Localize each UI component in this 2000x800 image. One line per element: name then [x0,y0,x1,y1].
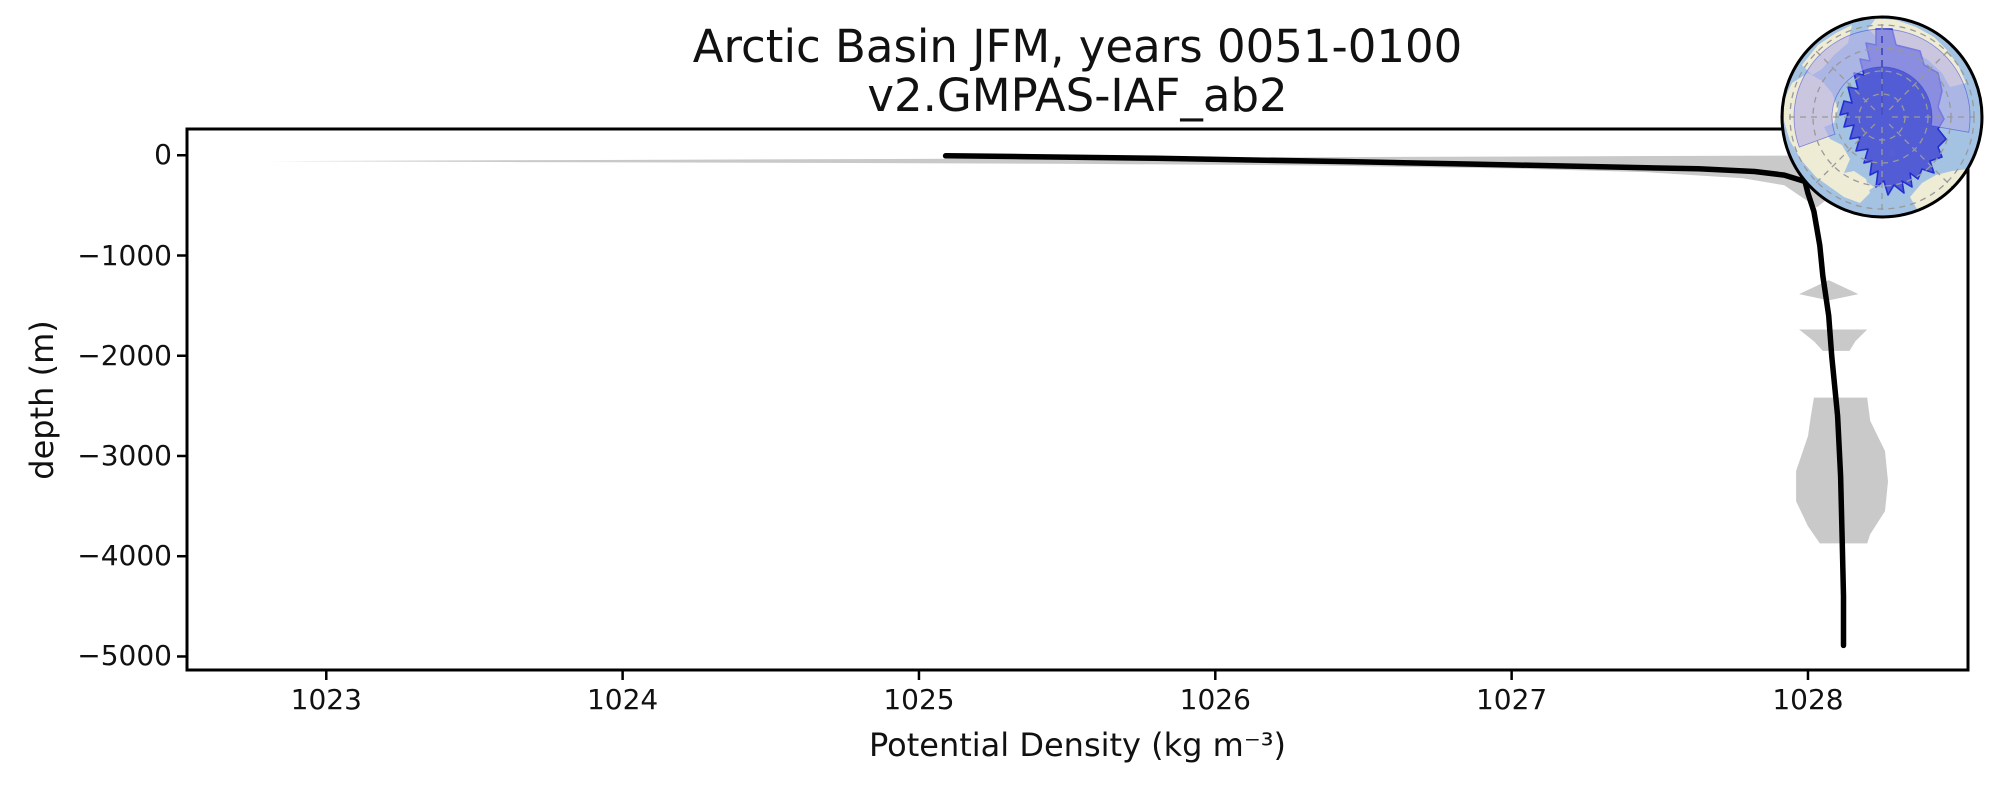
map-graticule-meridian [1888,123,1953,188]
plot-frame [185,127,1970,672]
y-tick-label: −2000 [77,338,172,372]
y-tick-label: −4000 [77,539,172,573]
map-inset [1780,15,1984,219]
map-graticule-meridian [1811,46,1876,111]
x-tick-label: 1026 [1179,683,1251,716]
map-rim [1780,15,1984,219]
map-graticule-meridian [1811,123,1876,188]
density-range-envelope [270,155,1897,208]
map-sector-overlay [1793,28,1971,148]
x-tick-label: 1028 [1772,683,1844,716]
y-tick-label: −1000 [77,238,172,272]
density-range-envelope [1799,280,1859,301]
x-tick-label: 1025 [883,683,955,716]
chart-title: Arctic Basin JFM, years 0051-0100 [692,20,1463,73]
y-tick-label: 0 [154,138,172,172]
chart-subtitle: v2.GMPAS-IAF_ab2 [867,69,1288,122]
mean-profile-line [942,153,1847,649]
map-graticule-meridian [1888,46,1953,111]
y-tick-label: −5000 [77,639,172,673]
x-axis-label: Potential Density (kg m⁻³) [868,726,1287,764]
x-tick-label: 1023 [290,683,362,716]
y-tick-label: −3000 [77,438,172,472]
x-tick-label: 1027 [1475,683,1548,716]
map-land [1862,183,1874,191]
x-tick-label: 1024 [586,683,659,716]
